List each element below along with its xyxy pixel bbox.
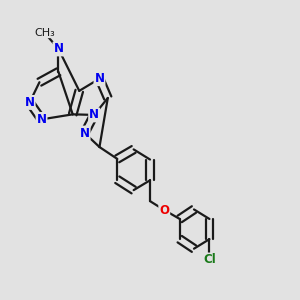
Text: N: N xyxy=(80,127,90,140)
Text: N: N xyxy=(89,108,99,122)
Text: N: N xyxy=(94,72,104,85)
Text: CH₃: CH₃ xyxy=(34,28,55,38)
Text: N: N xyxy=(37,113,46,126)
Text: Cl: Cl xyxy=(203,254,216,266)
Text: O: O xyxy=(159,203,169,217)
Text: N: N xyxy=(53,42,64,56)
Text: N: N xyxy=(25,96,34,109)
